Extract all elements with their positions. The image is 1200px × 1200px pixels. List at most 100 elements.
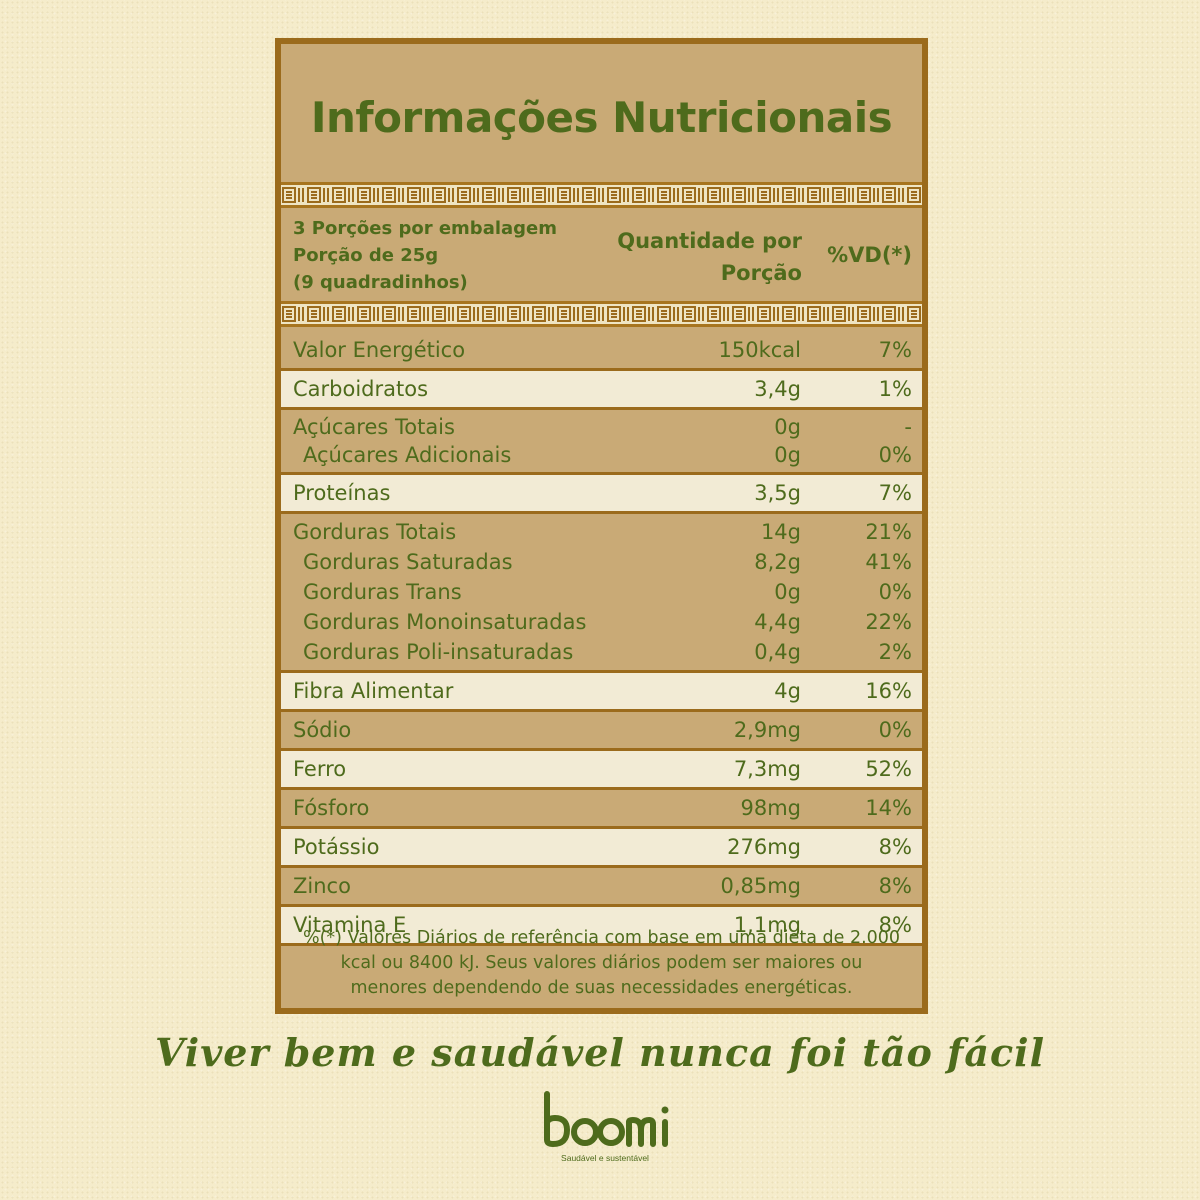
- pattern-glyph: [807, 306, 821, 322]
- nutrient-line: Açúcares Totais 0g -: [281, 413, 922, 441]
- footnote-line2: kcal ou 8400 kJ. Seus valores diários po…: [340, 953, 863, 973]
- pattern-glyph: [348, 307, 354, 321]
- pattern-glyph: [748, 307, 754, 321]
- nutrient-daily-value: 52%: [865, 757, 912, 781]
- table-header: 3 Porções por embalagem Porção de 25g (9…: [281, 209, 922, 301]
- nutrient-quantity: 276mg: [727, 835, 801, 859]
- pattern-glyph: [898, 188, 904, 202]
- nutrient-quantity: 0g: [774, 443, 801, 467]
- nutrient-quantity: 0g: [774, 415, 801, 439]
- pattern-glyph: [332, 306, 346, 322]
- nutrient-quantity: 4g: [774, 679, 801, 703]
- pattern-glyph: [573, 307, 579, 321]
- nutrient-quantity: 0,4g: [754, 640, 801, 664]
- nutrient-name: Gorduras Totais: [293, 520, 457, 544]
- pattern-glyph: [623, 188, 629, 202]
- nutrient-daily-value: 0%: [878, 443, 912, 467]
- pattern-glyph: [473, 307, 479, 321]
- pattern-glyph: [507, 306, 521, 322]
- pattern-glyph: [482, 187, 496, 203]
- pattern-glyph: [398, 188, 404, 202]
- footnote-line3: menores dependendo de suas necessidades …: [350, 978, 853, 998]
- title-area: Informações Nutricionais: [281, 44, 922, 184]
- pattern-glyph: [823, 307, 829, 321]
- pattern-glyph: [798, 307, 804, 321]
- nutrient-line: Potássio 276mg 8%: [281, 832, 922, 862]
- nutrient-quantity: 7,3mg: [733, 757, 801, 781]
- brand-logo: Saudável e sustentável: [535, 1090, 675, 1165]
- pattern-glyph: [523, 188, 529, 202]
- nutrient-line: Proteínas 3,5g 7%: [281, 478, 922, 508]
- pattern-glyph: [873, 307, 879, 321]
- nutrient-quantity: 4,4g: [754, 610, 801, 634]
- nutrient-quantity: 0g: [774, 580, 801, 604]
- nutrient-name: Açúcares Totais: [293, 415, 455, 439]
- pattern-glyph: [432, 187, 446, 203]
- pattern-glyph: [382, 187, 396, 203]
- nutrient-subline: Gorduras Saturadas 8,2g 41%: [281, 547, 922, 577]
- table-row: Carboidratos 3,4g 1%: [281, 371, 922, 410]
- nutrient-line: Fibra Alimentar 4g 16%: [281, 676, 922, 706]
- nutrient-name: Gorduras Saturadas: [303, 550, 513, 574]
- pattern-glyph: [598, 307, 604, 321]
- nutrient-quantity: 98mg: [740, 796, 801, 820]
- daily-value-header: %VD(*): [827, 243, 912, 267]
- nutrient-daily-value: 14%: [865, 796, 912, 820]
- nutrient-name: Vitamina E: [293, 913, 407, 937]
- table-row: Açúcares Totais 0g - Açúcares Adicionais 0g 0…: [281, 410, 922, 475]
- nutrient-table: Valor Energético 150kcal 7% Carboidratos 3,4…: [281, 332, 922, 946]
- pattern-glyph: [282, 306, 296, 322]
- decorative-border-bottom: [281, 301, 922, 327]
- nutrient-quantity: 14g: [760, 520, 801, 544]
- pattern-glyph: [682, 306, 696, 322]
- pattern-glyph: [857, 187, 871, 203]
- pattern-glyph: [632, 306, 646, 322]
- pattern-glyph: [407, 306, 421, 322]
- pattern-glyph: [307, 187, 321, 203]
- pattern-glyph: [732, 187, 746, 203]
- pattern-glyph: [757, 306, 771, 322]
- pattern-glyph: [298, 188, 304, 202]
- pattern-glyph: [598, 188, 604, 202]
- nutrient-daily-value: 8%: [878, 835, 912, 859]
- pattern-glyph: [582, 306, 596, 322]
- nutrient-subline: Açúcares Adicionais 0g 0%: [281, 441, 922, 469]
- pattern-glyph: [282, 187, 296, 203]
- pattern-glyph: [298, 307, 304, 321]
- pattern-glyph: [757, 187, 771, 203]
- pattern-glyph: [698, 307, 704, 321]
- table-row: Sódio 2,9mg 0%: [281, 712, 922, 751]
- pattern-glyph: [507, 187, 521, 203]
- pattern-glyph: [382, 306, 396, 322]
- pattern-glyph: [723, 188, 729, 202]
- nutrition-panel: Informações Nutricionais 3 Porções por e…: [275, 38, 928, 1014]
- nutrient-quantity: 2,9mg: [733, 718, 801, 742]
- nutrient-daily-value: 7%: [878, 338, 912, 362]
- pattern-glyph: [907, 187, 921, 203]
- pattern-glyph: [307, 306, 321, 322]
- pattern-glyph: [798, 188, 804, 202]
- pattern-glyph: [607, 306, 621, 322]
- pattern-glyph: [848, 188, 854, 202]
- nutrient-daily-value: 0%: [878, 580, 912, 604]
- pattern-glyph: [498, 307, 504, 321]
- serving-units: (9 quadradinhos): [293, 272, 468, 293]
- pattern-glyph: [898, 307, 904, 321]
- pattern-glyph: [373, 188, 379, 202]
- pattern-glyph: [457, 306, 471, 322]
- pattern-glyph: [432, 306, 446, 322]
- nutrient-line: Zinco 0,85mg 8%: [281, 871, 922, 901]
- pattern-glyph: [823, 188, 829, 202]
- nutrient-name: Gorduras Poli-insaturadas: [303, 640, 574, 664]
- pattern-glyph: [532, 187, 546, 203]
- nutrient-line: Carboidratos 3,4g 1%: [281, 374, 922, 404]
- pattern-glyph: [707, 187, 721, 203]
- pattern-glyph: [523, 307, 529, 321]
- nutrient-daily-value: 7%: [878, 481, 912, 505]
- nutrient-name: Gorduras Monoinsaturadas: [303, 610, 587, 634]
- pattern-glyph: [773, 188, 779, 202]
- pattern-glyph: [457, 187, 471, 203]
- pattern-glyph: [348, 188, 354, 202]
- pattern-glyph: [498, 188, 504, 202]
- tagline: Viver bem e saudável nunca foi tão fácil: [154, 1030, 1046, 1075]
